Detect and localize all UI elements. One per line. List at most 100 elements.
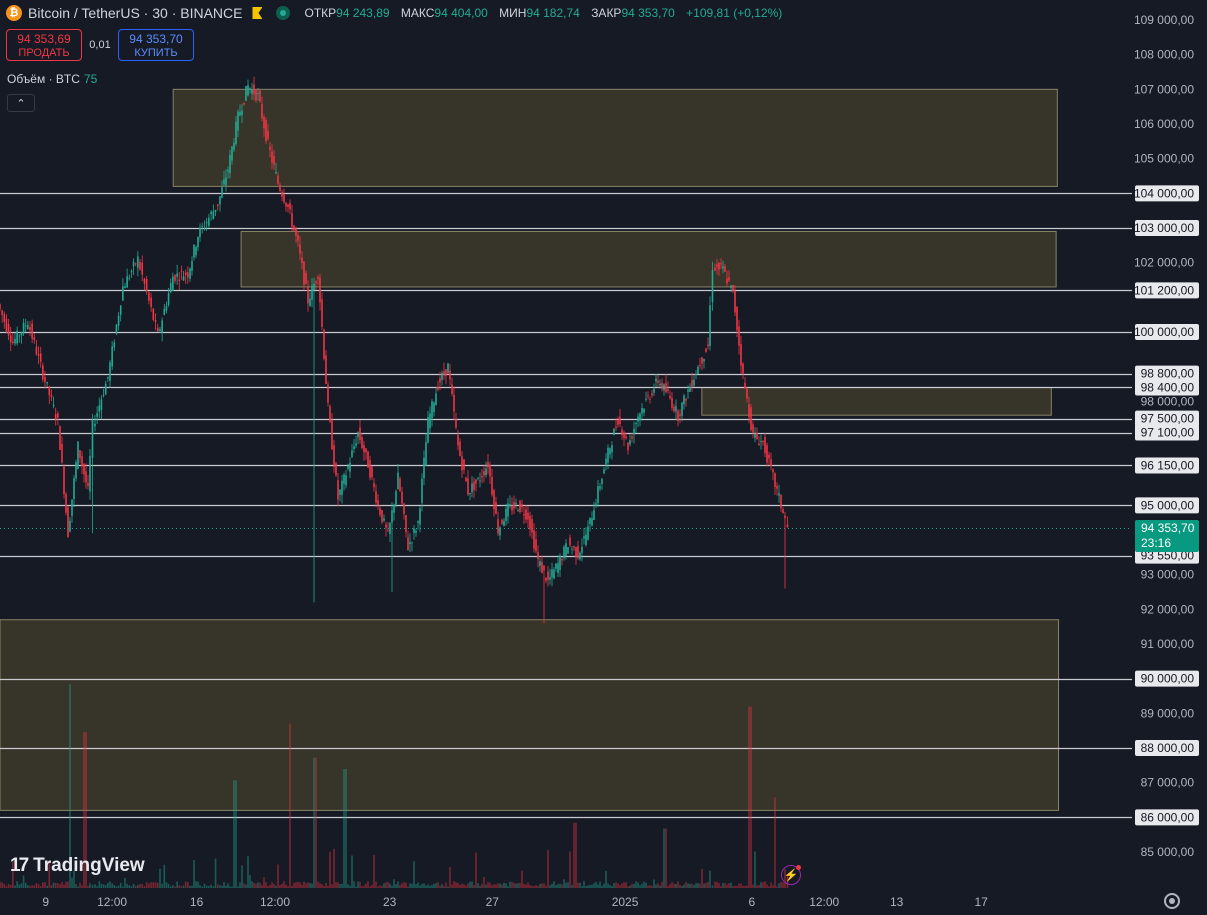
volume-bar xyxy=(0,881,1,888)
supply-demand-zone xyxy=(172,88,1058,187)
volume-bar xyxy=(503,882,505,888)
flag-icon[interactable] xyxy=(252,7,263,19)
candle xyxy=(705,348,707,353)
volume-bar xyxy=(457,882,459,888)
chevron-up-icon[interactable]: ⌃ xyxy=(7,94,35,112)
volume-bar xyxy=(102,884,105,888)
volume-legend[interactable]: Объём · BTC 75 xyxy=(7,72,97,86)
volume-bar xyxy=(471,881,473,888)
volume-bar xyxy=(669,884,671,888)
volume-bar xyxy=(603,883,605,888)
volume-bar xyxy=(281,883,283,888)
candle xyxy=(307,286,309,304)
volume-bar xyxy=(477,883,479,888)
volume-bar xyxy=(405,882,407,888)
volume-bar xyxy=(231,886,233,888)
candle xyxy=(786,524,789,528)
volume-bar xyxy=(335,882,337,888)
candle xyxy=(329,406,331,422)
volume-bar xyxy=(722,882,724,888)
open-value: 94 243,89 xyxy=(336,6,390,20)
candle xyxy=(301,257,303,263)
volume-value: 75 xyxy=(83,72,98,86)
candle xyxy=(83,464,85,475)
volume-bar xyxy=(625,882,627,888)
volume-bar xyxy=(271,882,273,888)
volume-bar xyxy=(1,882,3,888)
candle xyxy=(69,520,71,532)
y-tick-label: 98 000,00 xyxy=(1141,394,1195,408)
candle xyxy=(210,211,212,215)
volume-bar xyxy=(437,882,439,888)
market-status-icon[interactable] xyxy=(276,6,291,20)
volume-bar xyxy=(515,883,517,888)
volume-bar xyxy=(371,884,373,888)
candle xyxy=(7,323,10,336)
volume-bar xyxy=(589,885,591,888)
volume-bar xyxy=(567,882,569,888)
volume-bar xyxy=(71,877,73,888)
gear-icon[interactable] xyxy=(1164,893,1180,909)
candle xyxy=(347,466,349,470)
lightning-icon[interactable]: ⚡ xyxy=(781,865,801,885)
volume-bar xyxy=(341,883,343,888)
candle xyxy=(707,344,709,347)
volume-bar xyxy=(597,884,599,888)
volume-bar xyxy=(243,883,245,888)
candle xyxy=(357,432,359,437)
candle xyxy=(73,478,75,499)
supply-demand-zone xyxy=(701,386,1052,416)
buy-button[interactable]: 94 353,70 КУПИТЬ xyxy=(118,29,194,61)
symbol-title[interactable]: Bitcoin / TetherUS · 30 · BINANCE xyxy=(28,5,243,21)
candle xyxy=(98,405,101,412)
volume-bar xyxy=(245,884,247,888)
candle xyxy=(178,279,181,282)
volume-bar xyxy=(756,885,758,888)
close-value: 94 353,70 xyxy=(621,6,675,20)
volume-bar xyxy=(3,883,6,888)
volume-bar xyxy=(172,884,174,888)
volume-bar xyxy=(152,882,155,888)
volume-bar xyxy=(29,885,31,888)
candle xyxy=(5,318,8,332)
volume-bar xyxy=(210,884,212,888)
tradingview-logo[interactable]: 17 TradingView xyxy=(10,855,145,877)
volume-bar xyxy=(331,884,333,888)
volume-bar xyxy=(681,886,683,888)
candle xyxy=(159,328,161,331)
sell-button[interactable]: 94 353,69 ПРОДАТЬ xyxy=(6,29,82,61)
last-price-tag: 94 353,70 23:16 xyxy=(1135,520,1199,552)
volume-bar xyxy=(762,882,764,888)
volume-bar xyxy=(714,881,716,888)
candle xyxy=(515,502,517,505)
candle xyxy=(734,290,736,313)
volume-bar xyxy=(37,884,40,888)
volume-bar xyxy=(313,757,315,888)
candle xyxy=(355,443,357,446)
candle xyxy=(473,481,475,491)
volume-bar xyxy=(251,881,253,888)
level-tag-label: 97 100,00 xyxy=(1141,426,1195,440)
candle xyxy=(551,569,553,578)
candle xyxy=(511,506,513,511)
volume-bar xyxy=(361,886,363,888)
volume-bar xyxy=(50,885,53,888)
candle xyxy=(463,459,465,470)
volume-bar xyxy=(323,886,325,888)
candle xyxy=(571,548,573,550)
candle xyxy=(435,393,437,406)
volume-bar xyxy=(225,885,227,888)
candle xyxy=(197,237,199,248)
candle xyxy=(341,480,343,495)
y-tick-label: 85 000,00 xyxy=(1141,845,1195,859)
volume-bar xyxy=(9,885,12,888)
volume-bar xyxy=(748,706,750,888)
volume-bar xyxy=(730,882,732,888)
volume-bar xyxy=(237,886,239,888)
candle xyxy=(104,383,107,395)
volume-bar xyxy=(517,883,519,888)
candle xyxy=(139,261,141,270)
volume-bar xyxy=(20,883,23,888)
candle xyxy=(391,510,393,523)
